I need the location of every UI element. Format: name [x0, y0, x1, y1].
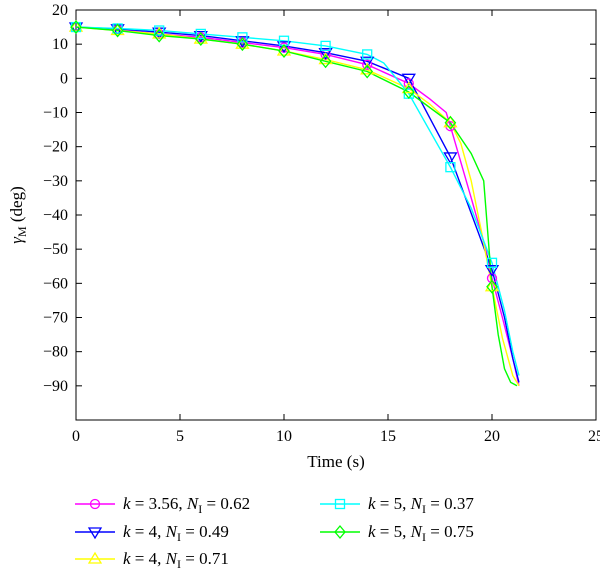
y-tick-label: 0	[60, 70, 68, 87]
legend: k = 3.56, NI = 0.62 k = 4, NI = 0.49 k = 4…	[75, 494, 474, 571]
legend-swatch-marker	[334, 498, 346, 510]
series-5-point	[402, 84, 415, 100]
series-line-4	[75, 26, 520, 376]
series-5-point	[486, 279, 498, 294]
series-5-point	[444, 115, 457, 130]
series-group	[75, 26, 520, 387]
series-1-point	[486, 273, 498, 284]
series-2-point	[318, 48, 333, 60]
series-5-point	[319, 54, 332, 69]
y-tick-label: 20	[52, 2, 68, 19]
series-1-point	[362, 59, 373, 70]
legend-label: k = 4, NI = 0.71	[123, 549, 229, 571]
x-tick-label: 25	[588, 428, 600, 445]
legend-label: k = 5, NI = 0.37	[368, 494, 474, 516]
legend-swatch-marker	[87, 551, 103, 564]
series-5-point	[153, 28, 166, 43]
series-5-point	[194, 32, 207, 47]
legend-swatch-marker	[87, 527, 103, 540]
x-tick-label: 20	[484, 428, 500, 445]
legend-label: k = 4, NI = 0.49	[123, 522, 229, 544]
x-tick-label: 15	[380, 428, 396, 445]
y-axis-subscript: M	[15, 226, 29, 237]
series-2-point	[401, 73, 416, 86]
y-tick-label: −10	[43, 105, 68, 122]
series-5-point	[111, 23, 124, 38]
series-3-point	[276, 43, 292, 56]
y-tick-label: −90	[43, 378, 68, 395]
series-4-point	[362, 49, 373, 60]
legend-swatch-marker	[89, 498, 101, 510]
legend-item-3: k = 4, NI = 0.71	[75, 549, 229, 571]
series-5-point	[70, 20, 82, 35]
x-tick-label: 0	[72, 428, 80, 445]
x-axis-title: Time (s)	[307, 452, 364, 471]
series-5-point	[278, 43, 290, 59]
legend-item-1: k = 3.56, NI = 0.62	[75, 494, 250, 516]
y-axis-unit: (deg)	[7, 186, 26, 222]
y-tick-label: −80	[43, 344, 68, 361]
y-tick-label: −70	[43, 310, 68, 327]
series-4-point	[237, 32, 248, 43]
legend-item-5: k = 5, NI = 0.75	[320, 522, 474, 544]
legend-label: k = 5, NI = 0.75	[368, 522, 474, 544]
series-3-point	[110, 23, 125, 36]
series-4-point	[154, 25, 165, 36]
series-line-2	[75, 26, 520, 383]
y-axis-title: γM (deg)	[7, 186, 29, 244]
y-tick-label: −20	[43, 139, 68, 156]
legend-item-4: k = 5, NI = 0.37	[320, 494, 474, 516]
series-1-point	[403, 78, 414, 89]
series-4-point	[320, 40, 331, 52]
legend-swatch-marker	[334, 524, 346, 540]
series-5-point	[361, 64, 374, 79]
series-4-point	[195, 28, 206, 40]
series-2-point	[276, 41, 292, 54]
plot-area	[75, 9, 597, 421]
series-4-point	[445, 162, 456, 173]
y-axis-symbol: γ	[7, 236, 26, 244]
series-3-point	[443, 115, 458, 128]
series-3-point	[401, 81, 416, 94]
series-2-point	[484, 265, 500, 277]
y-tick-label: −30	[43, 173, 68, 190]
series-3-point	[484, 279, 500, 292]
series-5-point	[236, 37, 249, 52]
y-tick-label: −40	[43, 207, 68, 224]
marker-group	[68, 19, 500, 294]
series-4-point	[486, 257, 498, 268]
legend-item-2: k = 4, NI = 0.49	[75, 522, 229, 544]
series-2-point	[443, 152, 458, 165]
series-3-point	[235, 36, 250, 49]
x-tick-label: 10	[276, 428, 292, 445]
y-tick-label: −50	[43, 241, 68, 258]
y-tick-label: −60	[43, 275, 68, 292]
axis-ticks: 0 5 10 15 20 25 20 10 0 −10 −20 −30 −40 −50 −60 −70 −80 −…	[43, 2, 600, 445]
legend-label: k = 3.56, NI = 0.62	[123, 494, 250, 516]
y-tick-label: 10	[52, 36, 68, 53]
series-2-point	[360, 56, 375, 69]
x-tick-label: 5	[176, 428, 184, 445]
